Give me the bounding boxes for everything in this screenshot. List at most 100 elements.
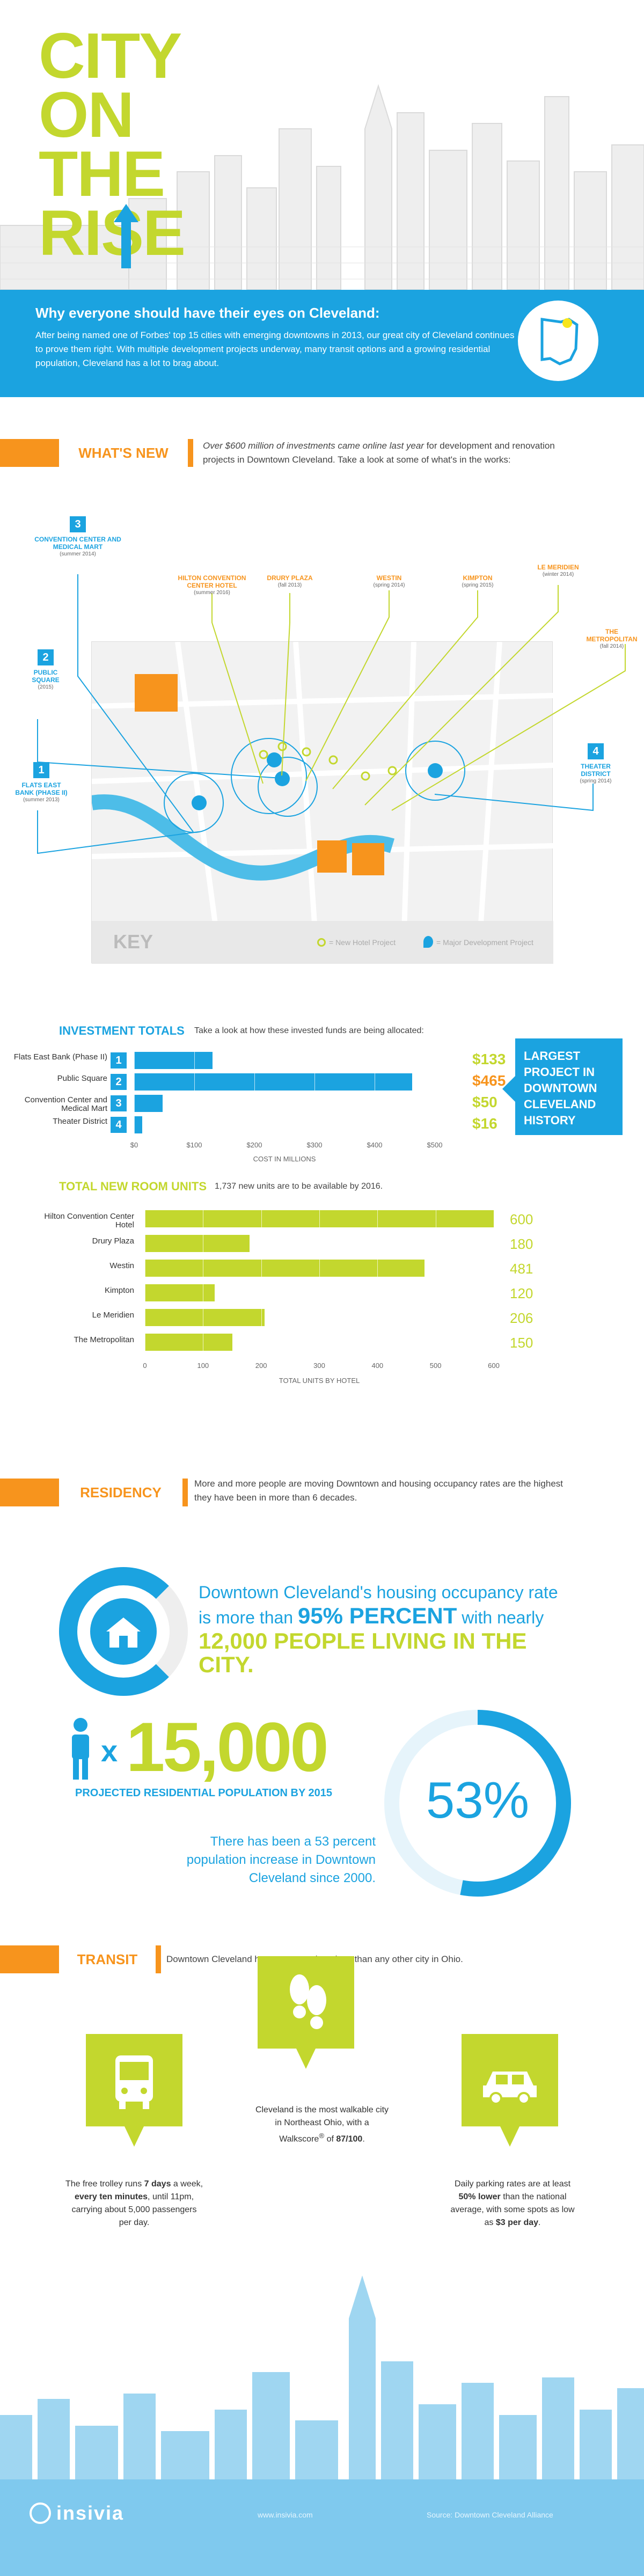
residency-banner: RESIDENCY <box>0 1479 188 1506</box>
hotel-date: (fall 2013) <box>277 582 302 588</box>
occupancy-prefix: is more than <box>199 1608 298 1627</box>
project-label-flats: 1 FLATS EAST BANK (PHASE II) (summer 2013… <box>12 762 71 804</box>
largest-project-callout: LARGEST PROJECT IN DOWNTOWN CLEVELAND HI… <box>502 1038 623 1135</box>
bar-value: $465 <box>472 1072 506 1089</box>
bar <box>145 1284 215 1301</box>
trolley-caption: The free trolley runs 7 days a week, eve… <box>64 2178 204 2229</box>
transit-label: TRANSIT <box>59 1945 156 1973</box>
project-date: (spring 2014) <box>580 778 612 784</box>
map-key-hotel: = New Hotel Project <box>329 938 396 947</box>
occupancy-text: Downtown Cleveland's housing occupancy r… <box>199 1580 585 1677</box>
bar-number: 2 <box>111 1074 127 1090</box>
parking-text: Daily parking rates are at least <box>454 2179 571 2189</box>
rooms-subtitle: 1,737 new units are to be available by 2… <box>215 1182 383 1191</box>
map-key-title: KEY <box>113 931 153 953</box>
axis-tick: $100 <box>186 1141 202 1149</box>
bar-value: 150 <box>510 1335 533 1351</box>
hotel-date: (winter 2014) <box>542 572 574 577</box>
bar-value: 600 <box>510 1211 533 1227</box>
car-icon <box>483 2072 537 2105</box>
axis-tick: 300 <box>313 1362 325 1370</box>
bar-category: Hilton Convention Center Hotel <box>44 1212 134 1230</box>
hero-title-line: THE <box>39 138 165 210</box>
residency-description: More and more people are moving Downtown… <box>194 1479 564 1503</box>
housing-inner <box>90 1598 157 1665</box>
hotel-label-drury: DRURY PLAZA (fall 2013) <box>258 574 322 589</box>
parking-caption: Daily parking rates are at least 50% low… <box>445 2178 580 2229</box>
house-icon <box>106 1618 141 1648</box>
project-name: CONVENTION CENTER AND MEDICAL MART (summe… <box>32 536 123 558</box>
intro-heading: Why everyone should have their eyes on C… <box>35 305 380 321</box>
bar-category: Convention Center and Medical Mart <box>24 1095 107 1113</box>
project-date: (summer 2014) <box>60 551 96 557</box>
whats-new-label: WHAT'S NEW <box>59 439 188 467</box>
bar <box>134 1073 414 1091</box>
walk-bold: 87/100 <box>336 2134 363 2144</box>
bar-category: Theater District <box>53 1117 107 1126</box>
axis-tick: $400 <box>367 1141 383 1149</box>
project-number: 2 <box>38 649 54 665</box>
trolley-text: The free trolley runs <box>65 2179 144 2189</box>
bar-category: Flats East Bank (Phase II) <box>13 1052 107 1062</box>
project-name-text: THEATER DISTRICT <box>581 763 611 778</box>
walk-caption: Cleveland is the most walkable city in N… <box>252 2104 392 2146</box>
map-key: KEY = New Hotel Project = Major Developm… <box>92 921 553 964</box>
bar-category: Kimpton <box>104 1286 134 1295</box>
bar-value: $133 <box>472 1051 506 1067</box>
walk-pin <box>258 1956 354 2069</box>
investment-subtitle: Take a look at how these invested funds … <box>194 1026 424 1035</box>
project-date: (2015) <box>38 684 54 690</box>
bar-number: 4 <box>111 1117 127 1133</box>
project-name-text: FLATS EAST BANK (PHASE II) <box>15 781 68 796</box>
bar <box>145 1334 232 1351</box>
bar <box>145 1235 250 1252</box>
grid-line <box>194 1052 195 1138</box>
transit-banner: TRANSIT <box>0 1945 161 1973</box>
occupancy-people: 12,000 PEOPLE LIVING IN THE CITY. <box>199 1628 527 1677</box>
axis-tick: $200 <box>246 1141 262 1149</box>
hotel-name: DRURY PLAZA <box>267 574 313 582</box>
bar-category: Le Meridien <box>92 1311 134 1320</box>
bar-number: 1 <box>111 1052 127 1069</box>
hero-title-line: CITY <box>39 20 182 92</box>
insivia-logo: insivia <box>30 2502 124 2524</box>
whats-new-description-rest: for development and renovation projects … <box>203 441 555 465</box>
trolley-bold: every ten minutes <box>74 2192 148 2201</box>
occupancy-line1: Downtown Cleveland's housing occupancy r… <box>199 1583 558 1602</box>
grid-line <box>261 1210 262 1358</box>
bar-category: Public Square <box>57 1074 107 1083</box>
project-label-public-square: 2 PUBLIC SQUARE (2015) <box>21 649 70 691</box>
whats-new-description-bold: Over $600 million of investments came on… <box>203 441 424 451</box>
growth-ring <box>384 1710 571 1897</box>
investment-title: INVESTMENT TOTALS <box>59 1024 185 1037</box>
footer-url[interactable]: www.insivia.com <box>258 2511 313 2519</box>
bar-value: 180 <box>510 1236 533 1252</box>
grid-line <box>319 1210 320 1358</box>
axis-tick: $0 <box>130 1141 138 1149</box>
bar-number: 3 <box>111 1095 127 1111</box>
whats-new-description: Over $600 million of investments came on… <box>203 439 584 467</box>
project-name: THEATER DISTRICT (spring 2014) <box>569 763 623 785</box>
growth-caption: There has been a 53 percent population i… <box>186 1834 376 1885</box>
bar-value: 481 <box>510 1261 533 1277</box>
ohio-map-icon <box>540 318 579 365</box>
parking-bold: 50% lower <box>458 2192 501 2201</box>
growth-ring-fill <box>460 1710 571 1897</box>
project-name-text: PUBLIC SQUARE <box>32 669 60 684</box>
downtown-map: KEY = New Hotel Project = Major Developm… <box>90 641 554 964</box>
hotel-name: HILTON CONVENTION CENTER HOTEL <box>178 574 246 589</box>
bar-category: The Metropolitan <box>74 1335 134 1344</box>
rooms-title: TOTAL NEW ROOM UNITS <box>59 1180 207 1193</box>
project-number: 4 <box>588 743 604 759</box>
walk-reg: ® <box>319 2132 325 2140</box>
footprints-icon <box>290 1974 326 2029</box>
bar <box>145 1260 425 1277</box>
trolley-icon <box>115 2055 153 2109</box>
hero-title-line: ON <box>39 79 134 151</box>
insivia-brand: insivia <box>56 2502 125 2524</box>
multiplier-sign: x <box>101 1734 118 1768</box>
axis-tick: 400 <box>371 1362 384 1370</box>
parking-bold: $3 per day <box>495 2218 539 2227</box>
ohio-badge <box>518 301 598 381</box>
intro-body: After being named one of Forbes' top 15 … <box>35 330 515 368</box>
